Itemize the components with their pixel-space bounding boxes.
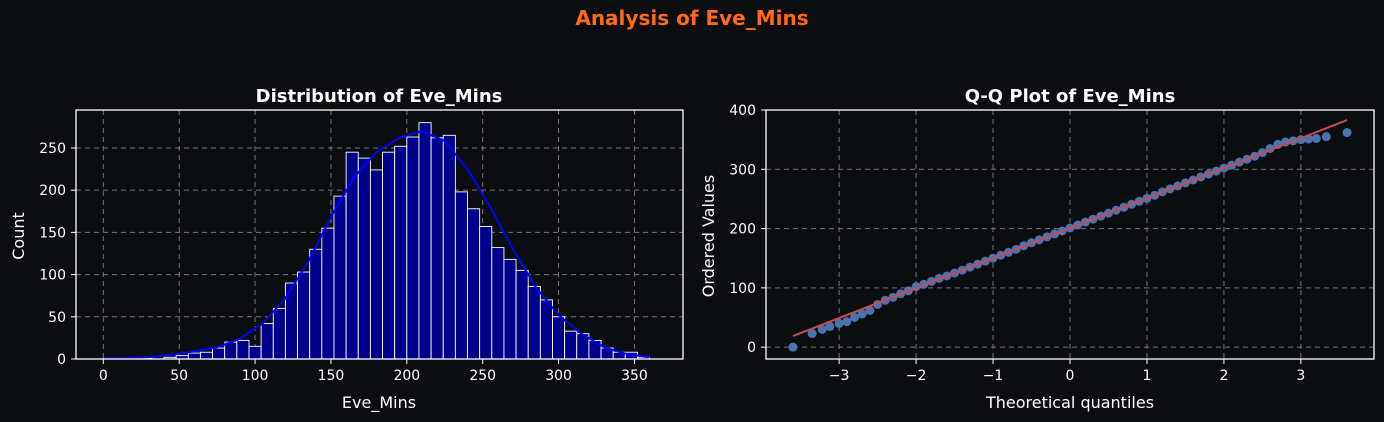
histogram-bar — [321, 227, 335, 360]
qq-plot-y-label: Ordered Values — [699, 175, 718, 297]
histogram-bar — [333, 195, 347, 360]
histogram-bar — [515, 269, 529, 360]
histogram-bar — [309, 248, 323, 360]
figure-title: Analysis of Eve_Mins — [575, 6, 809, 30]
histogram-x-tick-label: 150 — [318, 368, 345, 384]
histogram-bar — [297, 271, 311, 360]
histogram-bar — [539, 299, 553, 360]
qq-plot-point — [857, 309, 867, 319]
histogram-axes-frame — [75, 109, 684, 360]
qq-plot-point — [1321, 132, 1331, 142]
histogram-bar — [406, 136, 420, 360]
histogram-bar — [260, 323, 274, 360]
qq-plot-point — [788, 342, 798, 352]
histogram-x-tick-label: 200 — [393, 368, 420, 384]
qq-plot-x-tick-label: 1 — [1143, 368, 1152, 384]
qq-plot-panel: Q-Q Plot of Eve_Mins −3 −2 −1 0 1 2 3 0 100 200 3… — [699, 86, 1375, 412]
qq-plot-x-label: Theoretical quantiles — [985, 393, 1154, 412]
qq-plot-point — [825, 321, 835, 331]
histogram-bars — [102, 122, 651, 360]
histogram-kde-curve — [103, 130, 650, 360]
histogram-bar — [564, 330, 578, 360]
histogram-x-tick-label: 50 — [170, 368, 188, 384]
histogram-y-tick-label: 0 — [57, 352, 66, 368]
qq-plot-point — [1311, 133, 1321, 143]
qq-plot-fit-line — [792, 119, 1348, 338]
histogram-y-label: Count — [9, 212, 28, 260]
histogram-bar — [442, 134, 456, 360]
histogram-bar — [272, 307, 286, 360]
histogram-bar — [369, 169, 383, 360]
qq-plot-y-tick-label: 0 — [747, 340, 756, 356]
qq-plot-y-ticks: 0 100 200 300 400 — [729, 103, 766, 356]
qq-plot-y-tick-label: 300 — [729, 162, 756, 178]
qq-plot-x-ticks: −3 −2 −1 0 1 2 3 — [829, 359, 1305, 384]
histogram-x-label: Eve_Mins — [342, 393, 416, 413]
qq-plot-point — [807, 329, 817, 339]
histogram-bar — [418, 122, 432, 360]
qq-plot-x-tick-label: −1 — [983, 368, 1004, 384]
histogram-bar — [394, 145, 408, 360]
histogram-bar — [236, 339, 250, 360]
histogram-x-tick-label: 100 — [242, 368, 269, 384]
histogram-bar — [430, 137, 444, 360]
histogram-x-tick-label: 300 — [545, 368, 572, 384]
histogram-x-ticks: 0 50 100 150 200 250 300 350 — [99, 359, 648, 384]
qq-plot-point — [834, 318, 844, 328]
qq-plot-y-tick-label: 400 — [729, 103, 756, 119]
histogram-bar — [467, 208, 481, 360]
histogram-y-tick-label: 200 — [39, 183, 66, 199]
histogram-bar — [479, 226, 493, 360]
qq-plot-x-tick-label: 2 — [1219, 368, 1228, 384]
histogram-panel: Distribution of Eve_Mins 0 50 100 150 200 250… — [9, 86, 684, 413]
histogram-bar — [382, 151, 396, 360]
histogram-bar — [491, 247, 505, 360]
histogram-x-tick-label: 0 — [99, 368, 108, 384]
qq-plot-y-tick-label: 200 — [729, 222, 756, 238]
qq-plot-point — [850, 313, 860, 322]
qq-plot-x-tick-label: −2 — [906, 368, 927, 384]
qq-plot-point — [865, 305, 875, 315]
histogram-bar — [248, 345, 262, 360]
qq-plot-point — [817, 324, 827, 334]
qq-plot-grid — [766, 109, 1374, 359]
histogram-y-tick-label: 100 — [39, 268, 66, 284]
qq-plot-y-tick-label: 100 — [729, 281, 756, 297]
histogram-y-tick-label: 250 — [39, 141, 66, 157]
histogram-bar — [345, 151, 359, 360]
qq-plot-point — [1342, 128, 1352, 138]
histogram-y-ticks: 0 50 100 150 200 250 — [39, 141, 76, 368]
qq-plot-title: Q-Q Plot of Eve_Mins — [965, 86, 1176, 107]
histogram-bar — [187, 352, 201, 360]
histogram-bar — [552, 316, 566, 360]
qq-plot-x-tick-label: 3 — [1296, 368, 1305, 384]
histogram-bar — [503, 258, 517, 360]
histogram-title: Distribution of Eve_Mins — [256, 86, 503, 107]
histogram-bar — [527, 285, 541, 360]
histogram-bar — [212, 347, 226, 360]
qq-plot-x-tick-label: 0 — [1066, 368, 1075, 384]
histogram-bar — [454, 191, 468, 360]
histogram-bar — [199, 351, 214, 360]
qq-plot-x-tick-label: −3 — [829, 368, 850, 384]
qq-plot-point — [842, 317, 852, 327]
histogram-bar — [357, 157, 371, 360]
histogram-y-tick-label: 50 — [48, 310, 66, 326]
histogram-x-tick-label: 350 — [621, 368, 648, 384]
histogram-y-tick-label: 150 — [39, 225, 66, 241]
histogram-x-tick-label: 250 — [469, 368, 496, 384]
